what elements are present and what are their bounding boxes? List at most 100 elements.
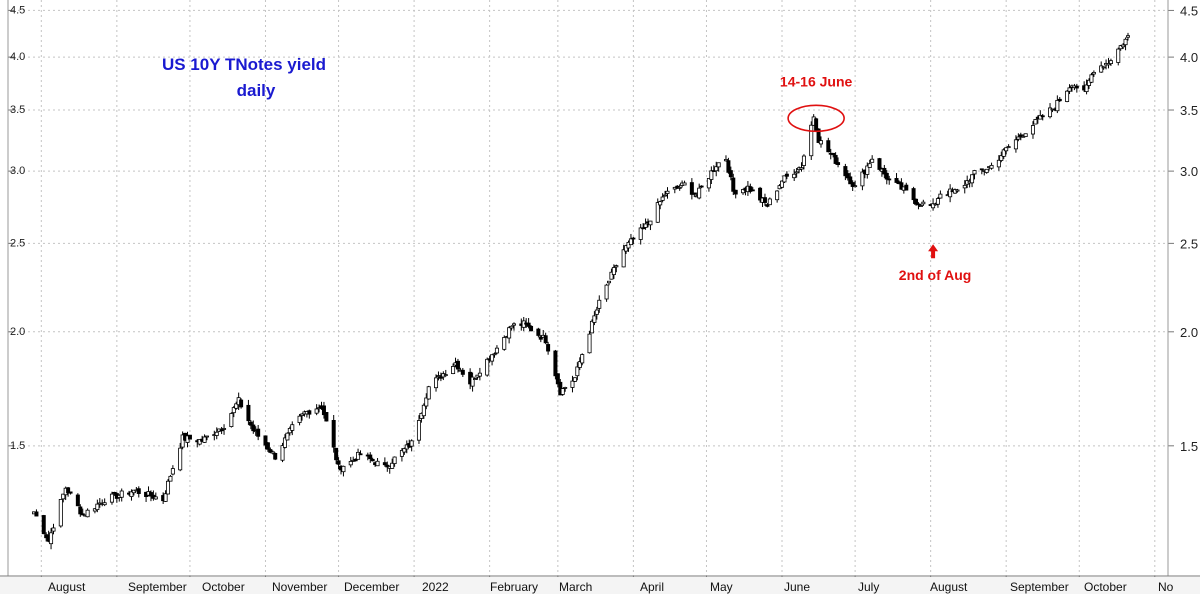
- candle-body: [884, 172, 889, 180]
- candle-body: [178, 447, 183, 471]
- candle-body: [546, 344, 551, 352]
- candle-body: [66, 487, 71, 494]
- candle-body: [801, 155, 806, 166]
- candle-body: [1101, 66, 1106, 69]
- candle-body: [1121, 44, 1126, 48]
- candle-body: [1004, 147, 1009, 152]
- candle-body: [733, 189, 738, 195]
- candle-body: [356, 451, 361, 460]
- candle-body: [692, 192, 697, 195]
- candle-body: [677, 186, 682, 189]
- candle-body: [877, 158, 882, 170]
- candle-body: [95, 503, 100, 511]
- y-tick-label-right: 2.0: [1180, 325, 1198, 340]
- candle-body: [575, 366, 580, 377]
- candle-body: [399, 450, 404, 457]
- candle-body: [706, 178, 711, 189]
- candle-body: [282, 437, 287, 448]
- candle-body: [989, 164, 994, 169]
- y-tick-label-left: 3.0: [10, 165, 25, 177]
- x-tick-label: November: [272, 580, 327, 594]
- candle-body: [290, 424, 295, 431]
- y-tick-label-left: 1.5: [10, 440, 25, 452]
- candle-body: [638, 227, 643, 240]
- candle-body: [750, 189, 755, 192]
- candle-body: [187, 434, 192, 440]
- candle-body: [1108, 60, 1113, 64]
- candle-body: [833, 154, 838, 164]
- candle-body: [1030, 125, 1035, 135]
- candle-body: [51, 527, 56, 532]
- candle-body: [129, 491, 134, 498]
- candle-body: [263, 435, 268, 446]
- candle-body: [314, 408, 319, 414]
- candle-body: [424, 397, 429, 407]
- candle-body: [914, 198, 919, 205]
- candle-body: [723, 159, 728, 162]
- candle-body: [265, 442, 270, 450]
- y-axis-left: 1.5 2.0 2.5 3.0 3.5 4.0 4.5: [10, 4, 25, 451]
- candle-body: [109, 493, 114, 503]
- candle-body: [202, 436, 207, 443]
- candle-body: [614, 265, 619, 268]
- candle-body: [938, 193, 943, 199]
- candle-body: [368, 454, 373, 460]
- x-tick-label: October: [202, 580, 245, 594]
- chart-title: US 10Y TNotes yield: [162, 55, 326, 74]
- candle-body: [984, 168, 989, 173]
- gridlines: [8, 0, 1174, 594]
- candle-body: [231, 407, 236, 414]
- candle-body: [962, 184, 967, 189]
- candle-body: [163, 493, 168, 502]
- candle-body: [502, 336, 507, 350]
- candle-body: [136, 488, 141, 494]
- candle-body: [529, 325, 534, 332]
- y-tick-label-right: 3.0: [1180, 164, 1198, 179]
- candle-body: [843, 166, 848, 177]
- candle-body: [628, 238, 633, 246]
- candle-body: [611, 267, 616, 275]
- candle-body: [697, 187, 702, 199]
- candle-body: [229, 413, 234, 427]
- candle-body: [1033, 119, 1038, 125]
- candle-body: [1001, 149, 1006, 157]
- candle-body: [970, 174, 975, 184]
- candle-body: [1074, 85, 1079, 89]
- candle-body: [762, 197, 767, 203]
- candle-body: [663, 194, 668, 197]
- y-tick-label-left: 3.5: [10, 104, 25, 116]
- y-axis-right: 1.5 2.0 2.5 3.0 3.5 4.0 4.5: [1180, 3, 1198, 453]
- candle-body: [794, 171, 799, 174]
- x-axis-band: [0, 577, 1200, 594]
- candle-body: [270, 451, 275, 454]
- x-tick-label: No: [1158, 580, 1174, 594]
- candle-body: [58, 498, 63, 527]
- candle-body: [1123, 38, 1128, 46]
- candle-body: [317, 407, 322, 410]
- candle-body: [234, 403, 239, 409]
- candle-body: [1055, 99, 1060, 112]
- candle-body: [592, 315, 597, 323]
- candle-body: [1038, 114, 1043, 120]
- candle-body: [256, 428, 261, 437]
- candle-body: [1106, 63, 1111, 66]
- candle-body: [758, 187, 763, 201]
- candle-body: [511, 323, 516, 326]
- candle-body: [297, 415, 302, 423]
- candle-body: [180, 434, 185, 448]
- candle-body: [197, 439, 202, 445]
- candle-body: [775, 190, 780, 201]
- candle-body: [348, 460, 353, 466]
- candle-body: [899, 182, 904, 190]
- candle-body: [75, 494, 80, 507]
- y-tick-label-right: 3.5: [1180, 103, 1198, 118]
- x-tick-label: October: [1084, 580, 1127, 594]
- candle-body: [816, 128, 821, 143]
- y-tick-label-left: 4.5: [10, 4, 25, 16]
- candle-body: [477, 372, 482, 377]
- candle-body: [580, 354, 585, 364]
- y-tick-label-right: 2.5: [1180, 236, 1198, 251]
- candle-body: [490, 354, 495, 362]
- candle-body: [526, 322, 531, 327]
